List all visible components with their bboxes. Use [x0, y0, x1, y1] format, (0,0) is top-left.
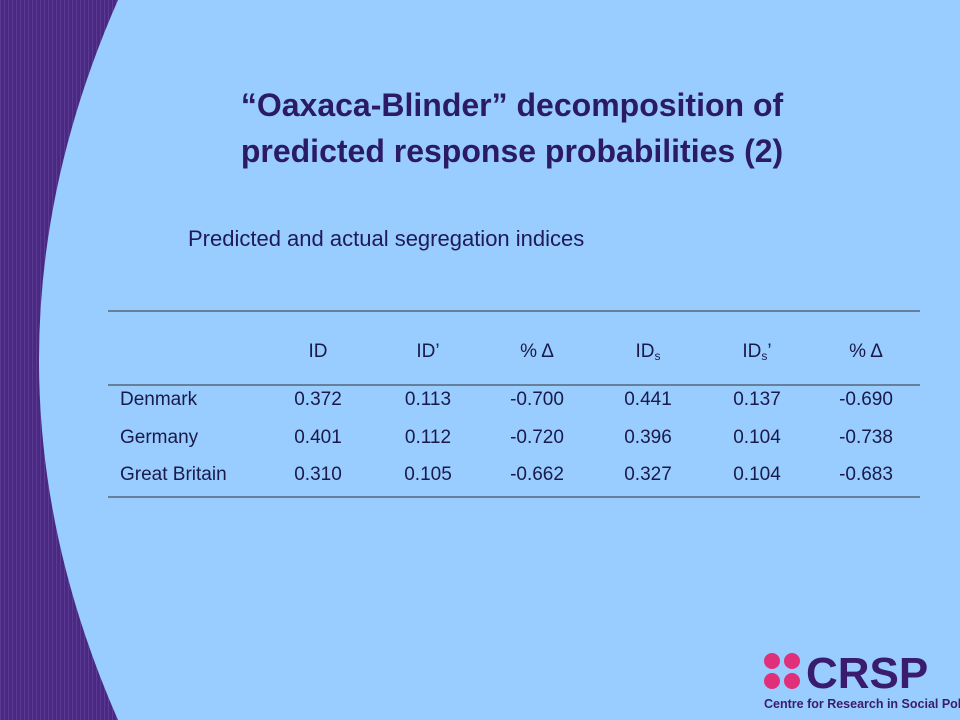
table-cell: 0.401	[294, 427, 342, 448]
table-cell: -0.720	[510, 427, 564, 448]
table-cell: 0.113	[405, 389, 451, 410]
row-label: Denmark	[120, 389, 198, 410]
header-suffix: ’	[767, 341, 771, 362]
header-subscript: s	[761, 349, 767, 363]
table-cell: -0.700	[510, 389, 564, 410]
logo: CRSP Centre for Research in Social Polic…	[764, 649, 960, 711]
row-label: Germany	[120, 427, 199, 448]
title-line: predicted response probabilities (2)	[241, 133, 783, 169]
table-cell: 0.310	[294, 464, 342, 485]
column-header: IDs	[636, 341, 661, 363]
header-text: ID’	[416, 341, 439, 362]
column-header: % Δ	[520, 341, 554, 362]
table-cell: 0.441	[624, 389, 672, 410]
column-header: ID’	[416, 341, 439, 362]
logo-dot	[784, 673, 800, 689]
header-subscript: s	[655, 349, 661, 363]
column-header: IDs’	[742, 341, 771, 363]
header-text: ID	[309, 341, 328, 362]
side-band	[0, 0, 118, 720]
table-cell: 0.104	[733, 464, 781, 485]
logo-tagline: Centre for Research in Social Policy	[764, 697, 960, 711]
table-cell: 0.327	[624, 464, 672, 485]
logo-dot	[784, 653, 800, 669]
column-header: ID	[309, 341, 328, 362]
row-label: Great Britain	[120, 464, 227, 485]
subtitle: Predicted and actual segregation indices	[188, 226, 584, 251]
table-cell: 0.372	[294, 389, 342, 410]
logo-dot	[764, 673, 780, 689]
table-cell: 0.137	[733, 389, 781, 410]
table-cell: -0.690	[839, 389, 893, 410]
logo-name: CRSP	[806, 649, 928, 698]
table-cell: -0.738	[839, 427, 893, 448]
table-cell: -0.662	[510, 464, 564, 485]
column-header: % Δ	[849, 341, 883, 362]
header-text: ID	[742, 341, 761, 362]
title-line: “Oaxaca-Blinder” decomposition of	[241, 87, 784, 123]
logo-dot	[764, 653, 780, 669]
header-text: % Δ	[520, 341, 554, 362]
table-cell: 0.105	[404, 464, 452, 485]
table-cell: -0.683	[839, 464, 893, 485]
table-cell: 0.104	[733, 427, 781, 448]
table-cell: 0.112	[405, 427, 451, 448]
table-cell: 0.396	[624, 427, 672, 448]
header-text: ID	[636, 341, 655, 362]
header-text: % Δ	[849, 341, 883, 362]
